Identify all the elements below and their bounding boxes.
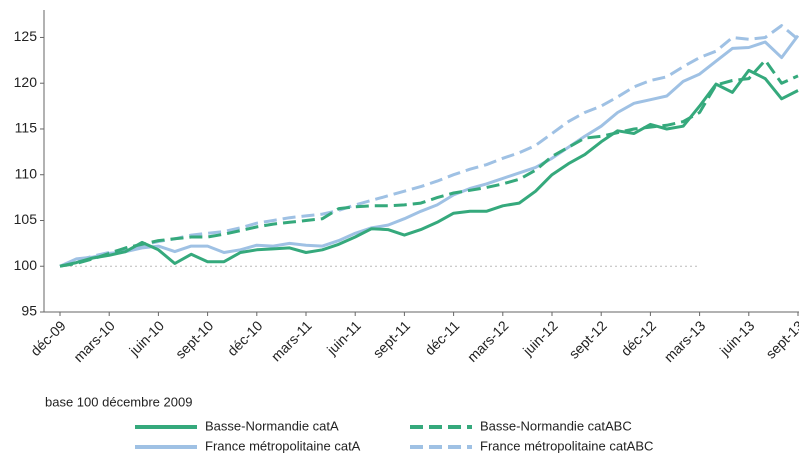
legend-label: Basse-Normandie catA — [205, 418, 339, 433]
legend-label: France métropolitaine catA — [205, 438, 361, 453]
x-tick-label: sept-12 — [566, 317, 610, 361]
legend-label: France métropolitaine catABC — [480, 438, 653, 453]
y-tick-label: 105 — [14, 211, 38, 227]
series-line — [59, 68, 799, 268]
series-line — [59, 58, 799, 268]
y-tick-label: 110 — [15, 165, 38, 181]
x-tick-label: juin-13 — [716, 317, 758, 359]
x-tick-label: mars-12 — [464, 317, 512, 365]
x-tick-label: juin-10 — [125, 317, 167, 359]
x-tick-label: déc-12 — [618, 317, 660, 359]
x-tick-label: mars-10 — [70, 317, 118, 365]
x-tick-label: déc-10 — [224, 317, 266, 359]
y-tick-label: 95 — [21, 303, 37, 319]
y-tick-label: 115 — [15, 120, 38, 136]
x-tick-label: juin-11 — [323, 317, 364, 358]
x-tick-label: sept-13 — [762, 317, 799, 361]
series-line — [59, 34, 799, 268]
x-tick-label: déc-11 — [421, 317, 462, 358]
x-tick-label: mars-11 — [268, 317, 315, 364]
x-tick-label: sept-10 — [172, 317, 216, 361]
y-tick-label: 120 — [14, 74, 38, 90]
legend-label: Basse-Normandie catABC — [480, 418, 632, 433]
x-tick-label: sept-11 — [370, 317, 414, 361]
x-tick-label: mars-13 — [661, 317, 709, 365]
x-tick-label: juin-12 — [519, 317, 561, 359]
note: base 100 décembre 2009 — [45, 394, 192, 409]
y-tick-label: 125 — [14, 28, 38, 44]
y-tick-label: 100 — [14, 257, 38, 273]
series-line — [59, 24, 799, 268]
x-tick-label: déc-09 — [27, 317, 69, 359]
